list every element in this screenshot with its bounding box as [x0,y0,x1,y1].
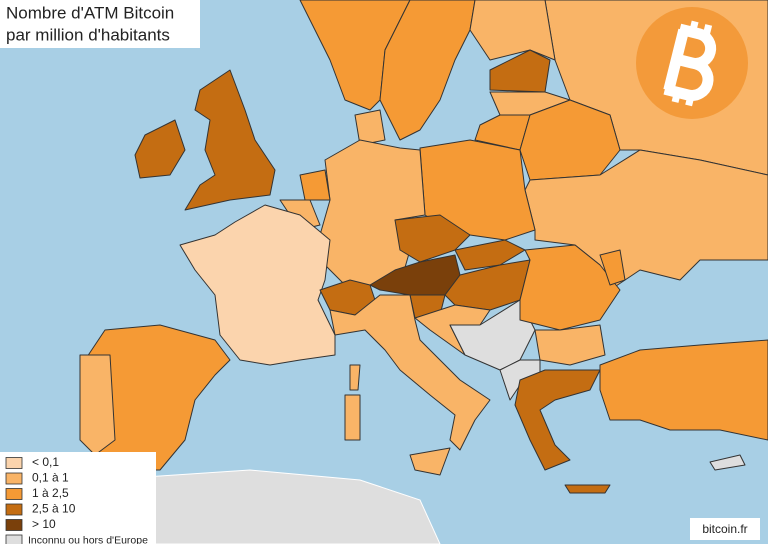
legend-swatch [5,519,23,531]
legend-swatch [5,534,23,544]
country [179,204,336,366]
legend-label: 2,5 à 10 [32,502,76,516]
country [79,354,116,456]
legend-swatch [5,503,23,516]
country [344,394,361,441]
country [184,69,276,211]
legend: < 0,1 0,1 à 11 à 2,5 2,5 à 10> 10 Inconnu o… [0,452,156,544]
legend-label: Inconnu ou hors d'Europe [28,534,148,544]
country [599,339,768,441]
source-box [690,518,760,540]
legend-swatch [5,472,23,485]
country [449,299,536,371]
legend-label: 0,1 à 1 [32,471,69,485]
country [709,454,746,471]
country [354,109,386,146]
legend-label: < 0,1 [32,455,59,469]
country [524,149,768,291]
country [444,259,531,311]
country [514,369,601,471]
country [409,447,451,476]
country [599,249,626,286]
title: par million d'habitants [6,25,170,44]
country [564,484,611,494]
legend-swatch [5,457,23,469]
country [329,294,491,451]
legend-box [0,452,156,544]
country [519,244,621,331]
title-box [0,0,200,48]
country [489,49,551,93]
logo-b [663,20,717,107]
country [349,364,361,391]
country [299,169,331,201]
legend-swatch [5,488,23,500]
bitcoin-logo [636,7,748,119]
country [134,119,186,179]
legend-label: > 10 [32,517,56,531]
legend-label: 1 à 2,5 [32,486,69,500]
title: Nombre d'ATM Bitcoin [6,3,174,22]
country [454,239,526,271]
source: bitcoin.fr [702,522,747,536]
